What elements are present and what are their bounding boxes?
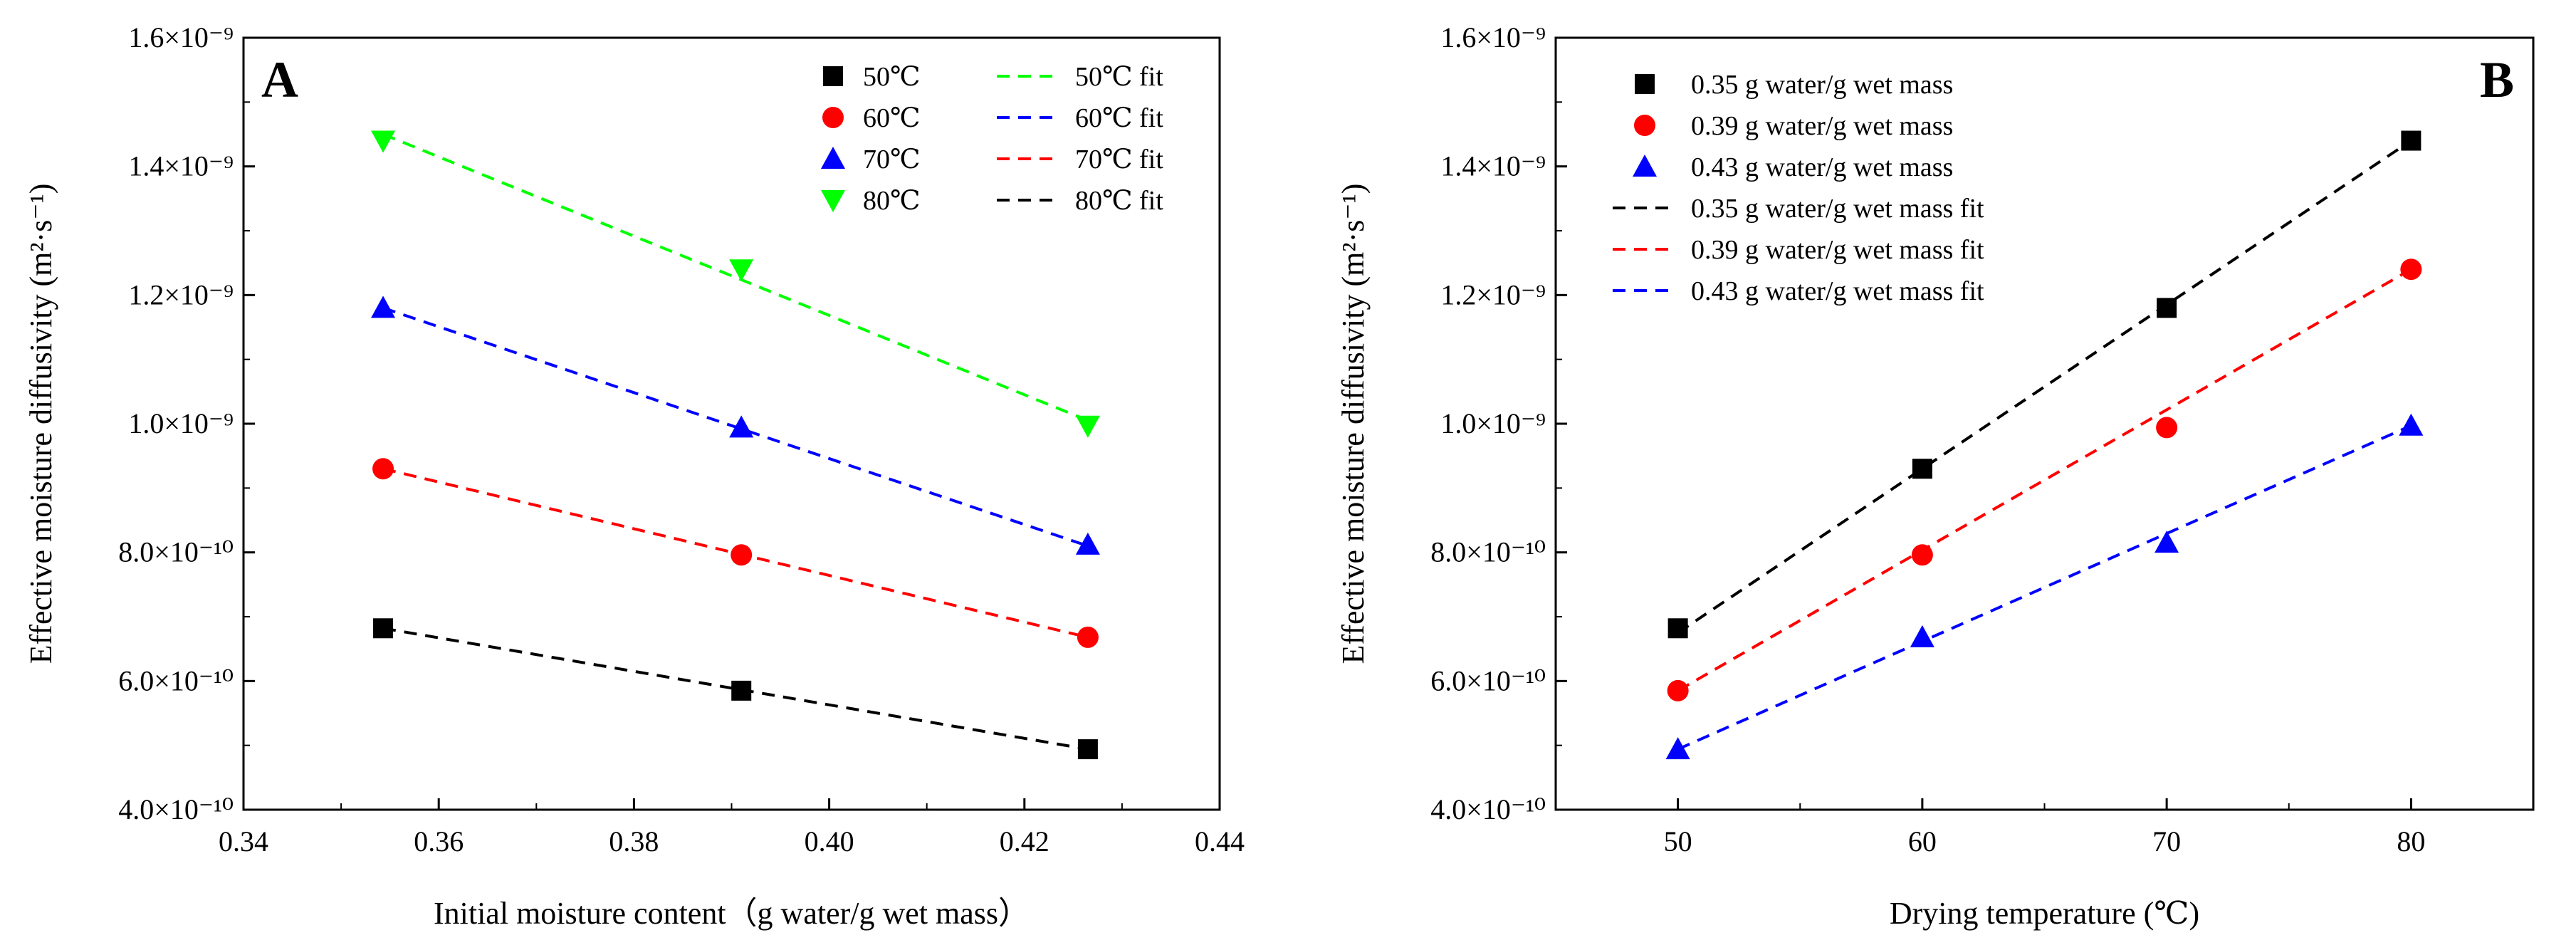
x-tick-label: 50 xyxy=(1664,825,1692,857)
data-point xyxy=(1077,626,1099,648)
data-point xyxy=(371,130,396,153)
data-point xyxy=(371,296,396,318)
x-axis-title-b: Drying temperature (℃) xyxy=(1890,896,2199,931)
fit-line xyxy=(1677,268,2412,692)
y-tick-label: 4.0×10⁻¹⁰ xyxy=(1430,793,1546,825)
data-point xyxy=(2157,298,2177,318)
axis-ticks-a xyxy=(242,36,1221,811)
data-point xyxy=(729,259,754,282)
x-tick-label: 70 xyxy=(2152,825,2181,857)
y-axis-title-b: Effective moisture diffusivity (m²·s⁻¹) xyxy=(1336,184,1371,664)
data-point xyxy=(1911,544,1933,566)
legend-marker xyxy=(1634,115,1655,136)
data-point xyxy=(1912,459,1932,479)
data-point xyxy=(1075,532,1100,555)
fit-lines-b xyxy=(1677,139,2412,751)
data-points-b xyxy=(1665,130,2424,760)
fit-lines-a xyxy=(382,132,1089,751)
data-point xyxy=(1667,618,1688,639)
y-tick-label: 6.0×10⁻¹⁰ xyxy=(118,664,234,696)
data-point xyxy=(731,680,752,701)
data-point xyxy=(731,544,753,566)
data-point xyxy=(2400,259,2422,281)
fit-line xyxy=(382,627,1089,751)
fit-line xyxy=(382,467,1089,639)
legend-marker xyxy=(1635,74,1655,94)
legend-label: 70℃ xyxy=(863,145,921,174)
legend-label: 0.43 g water/g wet mass xyxy=(1691,152,1953,182)
y-tick-labels-a: 4.0×10⁻¹⁰ 6.0×10⁻¹⁰ 8.0×10⁻¹⁰ 1.0×10⁻⁹ 1.2×1… xyxy=(118,21,234,825)
data-point xyxy=(1910,625,1934,647)
legend-label: 0.39 g water/g wet mass fit xyxy=(1691,235,1984,265)
data-point xyxy=(372,458,394,480)
legend-marker xyxy=(821,147,845,169)
x-tick-label: 0.40 xyxy=(805,825,854,857)
axis-ticks-b xyxy=(1555,36,2534,811)
x-axis-title-a: Initial moisture content（g water/g wet m… xyxy=(434,896,1030,931)
x-tick-label: 0.34 xyxy=(219,825,268,857)
data-point xyxy=(2154,531,2179,553)
legend-label: 70℃ fit xyxy=(1075,145,1163,174)
y-tick-label: 8.0×10⁻¹⁰ xyxy=(1430,536,1546,568)
y-tick-label: 8.0×10⁻¹⁰ xyxy=(118,536,234,568)
data-point xyxy=(729,415,754,438)
y-tick-label: 1.4×10⁻⁹ xyxy=(128,150,234,182)
y-tick-label: 1.0×10⁻⁹ xyxy=(1440,407,1546,439)
legend-label: 60℃ xyxy=(863,103,921,133)
legend-b: 0.35 g water/g wet mass 0.39 g water/g we… xyxy=(1613,70,1984,306)
x-tick-labels-b: 50 60 70 80 xyxy=(1664,825,2426,857)
x-tick-label: 60 xyxy=(1908,825,1937,857)
data-point xyxy=(1075,415,1100,438)
x-tick-label: 0.38 xyxy=(609,825,659,857)
legend-label: 0.43 g water/g wet mass fit xyxy=(1691,276,1984,306)
legend-marker xyxy=(821,190,845,212)
data-point xyxy=(2401,130,2421,151)
y-tick-labels-b: 4.0×10⁻¹⁰ 6.0×10⁻¹⁰ 8.0×10⁻¹⁰ 1.0×10⁻⁹ 1.2×1… xyxy=(1430,21,1546,825)
legend-marker xyxy=(822,107,844,128)
legend-marker xyxy=(1633,155,1657,177)
y-tick-label: 1.4×10⁻⁹ xyxy=(1440,150,1546,182)
legend-label: 80℃ fit xyxy=(1075,186,1163,216)
panel-label-a: A xyxy=(261,51,298,108)
y-tick-label: 1.2×10⁻⁹ xyxy=(128,278,234,310)
data-point xyxy=(2399,413,2424,436)
y-tick-label: 6.0×10⁻¹⁰ xyxy=(1430,664,1546,696)
y-tick-label: 1.6×10⁻⁹ xyxy=(1440,21,1546,53)
legend-label: 50℃ xyxy=(863,62,921,92)
y-tick-label: 1.2×10⁻⁹ xyxy=(1440,278,1546,310)
data-point xyxy=(2156,417,2178,439)
legend-label: 80℃ xyxy=(863,186,921,216)
panel-a: 4.0×10⁻¹⁰ 6.0×10⁻¹⁰ 8.0×10⁻¹⁰ 1.0×10⁻⁹ 1.2×1… xyxy=(23,21,1245,931)
data-point xyxy=(1665,737,1690,760)
x-tick-labels-a: 0.34 0.36 0.38 0.40 0.42 0.44 xyxy=(219,825,1245,857)
legend-label: 50℃ fit xyxy=(1075,62,1163,92)
x-tick-label: 80 xyxy=(2397,825,2425,857)
fit-line xyxy=(382,132,1089,422)
fit-line xyxy=(1677,424,2412,751)
legend-marker xyxy=(823,66,843,86)
y-tick-label: 4.0×10⁻¹⁰ xyxy=(118,793,234,825)
data-points-a xyxy=(371,130,1100,760)
legend-label: 60℃ fit xyxy=(1075,103,1163,133)
data-point xyxy=(1667,679,1689,701)
x-tick-label: 0.44 xyxy=(1195,825,1245,857)
x-tick-label: 0.36 xyxy=(414,825,464,857)
y-tick-label: 1.0×10⁻⁹ xyxy=(128,407,234,439)
panel-b: 4.0×10⁻¹⁰ 6.0×10⁻¹⁰ 8.0×10⁻¹⁰ 1.0×10⁻⁹ 1.2×1… xyxy=(1336,21,2535,931)
y-tick-label: 1.6×10⁻⁹ xyxy=(128,21,234,53)
legend-label: 0.35 g water/g wet mass fit xyxy=(1691,194,1984,224)
panel-label-b: B xyxy=(2480,51,2514,108)
legend-a: 50℃ 60℃ 70℃ 80℃ 50℃ fit 60℃ fit 70℃ fit 80℃ fit xyxy=(821,62,1163,216)
x-tick-label: 0.42 xyxy=(1000,825,1049,857)
fit-line xyxy=(1677,139,2412,635)
data-point xyxy=(373,618,394,639)
legend-label: 0.35 g water/g wet mass xyxy=(1691,70,1953,100)
legend-label: 0.39 g water/g wet mass xyxy=(1691,111,1953,141)
y-axis-title-a: Effective moisture diffusivity (m²·s⁻¹) xyxy=(23,184,58,664)
data-point xyxy=(1077,739,1098,760)
